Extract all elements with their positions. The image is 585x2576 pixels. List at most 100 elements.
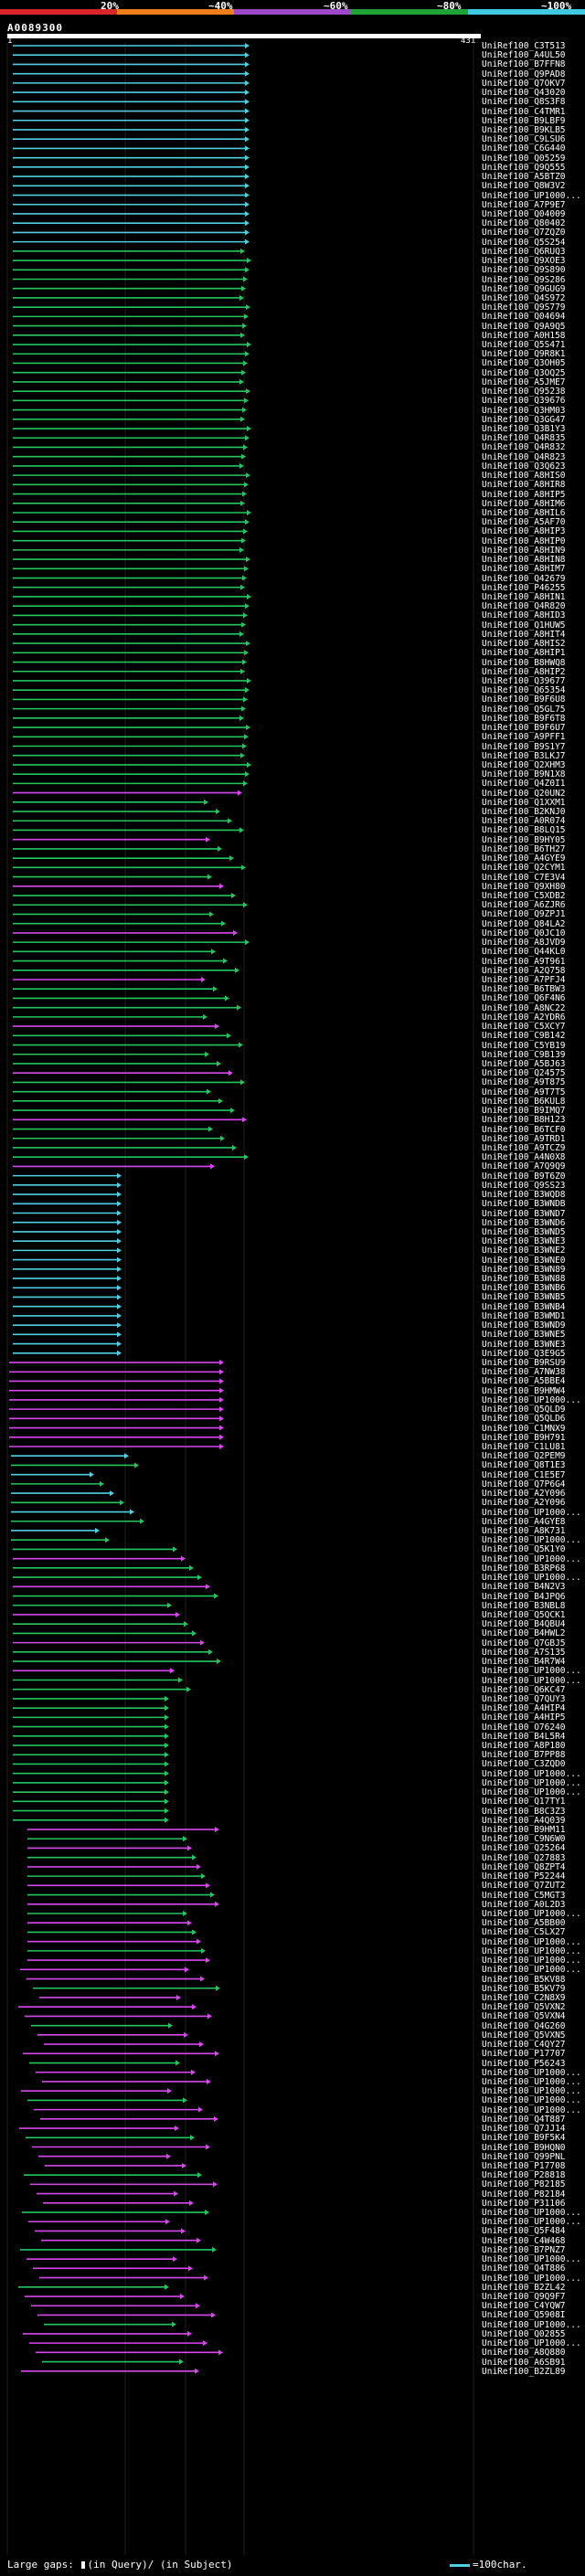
hit-alignment-arrow[interactable]	[27, 1854, 197, 1860]
hit-alignment-arrow[interactable]	[13, 668, 245, 674]
hit-alignment-arrow[interactable]	[13, 1789, 169, 1796]
hit-alignment-arrow[interactable]	[13, 444, 248, 451]
hit-label[interactable]: UniRef100_A5BBE4	[482, 1376, 566, 1387]
hit-alignment-arrow[interactable]	[40, 2115, 218, 2122]
hit-alignment-arrow[interactable]	[13, 659, 247, 665]
hit-label[interactable]: UniRef100_P17708	[482, 2160, 566, 2171]
hit-label[interactable]: UniRef100_B9HY05	[482, 834, 566, 845]
hit-alignment-arrow[interactable]	[27, 1863, 201, 1870]
hit-alignment-arrow[interactable]	[13, 705, 246, 712]
hit-alignment-arrow[interactable]	[13, 220, 250, 227]
hit-alignment-arrow[interactable]	[13, 126, 250, 133]
hit-label[interactable]: UniRef100_P56243	[482, 2058, 566, 2069]
hit-alignment-arrow[interactable]	[13, 677, 251, 684]
hit-alignment-arrow[interactable]	[13, 1117, 247, 1123]
hit-alignment-arrow[interactable]	[13, 1705, 169, 1712]
hit-label[interactable]: UniRef100_Q3Q623	[482, 461, 566, 472]
hit-label[interactable]: UniRef100_Q9A9Q5	[482, 321, 566, 332]
hit-alignment-arrow[interactable]	[11, 1537, 110, 1543]
hit-alignment-arrow[interactable]	[13, 734, 249, 740]
hit-label[interactable]: UniRef100_A4GYE8	[482, 1516, 566, 1527]
hit-alignment-arrow[interactable]	[13, 1611, 180, 1617]
hit-alignment-arrow[interactable]	[13, 285, 246, 292]
hit-alignment-arrow[interactable]	[13, 1051, 209, 1057]
hit-alignment-arrow[interactable]	[41, 2237, 201, 2243]
hit-label[interactable]: UniRef100_A9T7T5	[482, 1087, 566, 1097]
hit-label[interactable]: UniRef100_B5KV88	[482, 1974, 566, 1985]
hit-alignment-arrow[interactable]	[13, 294, 244, 301]
hit-label[interactable]: UniRef100_B9KLB5	[482, 124, 566, 135]
hit-alignment-arrow[interactable]	[27, 1920, 192, 1926]
hit-label[interactable]: UniRef100_Q25264	[482, 1843, 566, 1854]
hit-alignment-arrow[interactable]	[29, 2340, 207, 2347]
hit-alignment-arrow[interactable]	[13, 1752, 169, 1758]
hit-label[interactable]: UniRef100_B3WN89	[482, 1264, 566, 1275]
hit-label[interactable]: UniRef100_A8HIN9	[482, 545, 566, 556]
hit-label[interactable]: UniRef100_Q95238	[482, 387, 566, 398]
hit-alignment-arrow[interactable]	[13, 1097, 223, 1104]
hit-label[interactable]: UniRef100_Q44KL0	[482, 947, 566, 958]
hit-label[interactable]: UniRef100_A8HIN8	[482, 555, 566, 566]
hit-alignment-arrow[interactable]	[13, 229, 250, 236]
hit-label[interactable]: UniRef100_P82185	[482, 2179, 566, 2190]
hit-alignment-arrow[interactable]	[13, 725, 250, 731]
hit-label[interactable]: UniRef100_UP1000...	[482, 2086, 581, 2097]
hit-alignment-arrow[interactable]	[13, 809, 220, 815]
hit-label[interactable]: UniRef100_B9HQN0	[482, 2142, 566, 2153]
hit-alignment-arrow[interactable]	[30, 2181, 218, 2188]
hit-label[interactable]: UniRef100_B3WNE3	[482, 1236, 566, 1247]
hit-label[interactable]: UniRef100_B3WND9	[482, 1320, 566, 1331]
hit-alignment-arrow[interactable]	[13, 818, 232, 824]
hit-label[interactable]: UniRef100_A4HIP4	[482, 1703, 566, 1714]
hit-label[interactable]: UniRef100_A9T961	[482, 956, 566, 967]
hit-label[interactable]: UniRef100_UP1000...	[482, 1936, 581, 1947]
hit-alignment-arrow[interactable]	[13, 369, 246, 376]
hit-alignment-arrow[interactable]	[13, 1350, 122, 1356]
hit-alignment-arrow[interactable]	[13, 154, 250, 161]
hit-alignment-arrow[interactable]	[13, 546, 244, 553]
hit-alignment-arrow[interactable]	[13, 43, 250, 48]
hit-label[interactable]: UniRef100_Q9S779	[482, 302, 566, 313]
hit-label[interactable]: UniRef100_B4N2V3	[482, 1582, 566, 1593]
hit-alignment-arrow[interactable]	[13, 687, 250, 694]
hit-label[interactable]: UniRef100_Q5S471	[482, 340, 566, 351]
hit-label[interactable]: UniRef100_Q99PNL	[482, 2151, 566, 2162]
hit-label[interactable]: UniRef100_A8HIP1	[482, 648, 566, 659]
hit-label[interactable]: UniRef100_UP1000...	[482, 2254, 581, 2265]
hit-label[interactable]: UniRef100_A8HIT4	[482, 629, 566, 640]
hit-alignment-arrow[interactable]	[39, 2274, 208, 2281]
hit-label[interactable]: UniRef100_UP1000...	[482, 2273, 581, 2284]
hit-alignment-arrow[interactable]	[9, 1434, 224, 1440]
hit-label[interactable]: UniRef100_Q65354	[482, 685, 566, 696]
hit-alignment-arrow[interactable]	[13, 827, 244, 833]
hit-alignment-arrow[interactable]	[13, 1238, 122, 1245]
hit-label[interactable]: UniRef100_B3WNB6	[482, 1283, 566, 1294]
hit-label[interactable]: UniRef100_B3WND7	[482, 1208, 566, 1219]
hit-label[interactable]: UniRef100_C5MGT3	[482, 1890, 566, 1901]
hit-label[interactable]: UniRef100_Q6KC47	[482, 1684, 566, 1695]
hit-alignment-arrow[interactable]	[13, 482, 249, 488]
hit-alignment-arrow[interactable]	[13, 1798, 169, 1805]
hit-alignment-arrow[interactable]	[36, 2069, 196, 2075]
hit-label[interactable]: UniRef100_Q4T887	[482, 2114, 566, 2125]
hit-alignment-arrow[interactable]	[13, 771, 250, 778]
hit-alignment-arrow[interactable]	[13, 1042, 243, 1048]
hit-label[interactable]: UniRef100_Q9S286	[482, 274, 566, 285]
hit-alignment-arrow[interactable]	[13, 799, 208, 805]
hit-alignment-arrow[interactable]	[27, 2097, 187, 2104]
hit-alignment-arrow[interactable]	[24, 2172, 202, 2178]
hit-label[interactable]: UniRef100_A2Q758	[482, 965, 566, 976]
hit-label[interactable]: UniRef100_A4HIP5	[482, 1712, 566, 1723]
hit-alignment-arrow[interactable]	[26, 2135, 195, 2141]
hit-label[interactable]: UniRef100_A7S135	[482, 1647, 566, 1658]
hit-alignment-arrow[interactable]	[37, 2312, 216, 2318]
hit-alignment-arrow[interactable]	[9, 1369, 224, 1375]
hit-alignment-arrow[interactable]	[13, 584, 245, 590]
hit-alignment-arrow[interactable]	[13, 1714, 169, 1721]
hit-alignment-arrow[interactable]	[13, 1266, 122, 1272]
hit-alignment-arrow[interactable]	[13, 426, 251, 432]
hit-label[interactable]: UniRef100_A7NW38	[482, 1367, 566, 1378]
hit-label[interactable]: UniRef100_C5XDB2	[482, 891, 566, 902]
hit-label[interactable]: UniRef100_Q5GL75	[482, 704, 566, 715]
hit-label[interactable]: UniRef100_B9N1X8	[482, 769, 566, 780]
